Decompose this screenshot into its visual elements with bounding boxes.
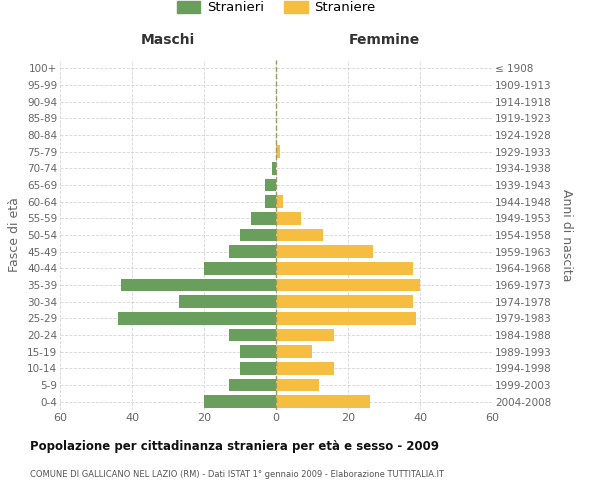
Bar (204, 396, 276, 408)
Text: COMUNE DI GALLICANO NEL LAZIO (RM) - Dati ISTAT 1° gennaio 2009 - Elaborazione T: COMUNE DI GALLICANO NEL LAZIO (RM) - Dat… (30, 470, 444, 479)
Bar (276, 246, 373, 258)
Legend: Stranieri, Straniere: Stranieri, Straniere (173, 0, 379, 18)
Y-axis label: Fasce di età: Fasce di età (8, 198, 22, 272)
Bar (276, 196, 283, 208)
Bar (276, 312, 416, 324)
Bar (179, 296, 276, 308)
Bar (265, 179, 276, 192)
Bar (276, 346, 312, 358)
Bar (276, 379, 319, 391)
Bar (276, 279, 420, 291)
Bar (276, 329, 334, 341)
Bar (276, 229, 323, 241)
Bar (276, 262, 413, 274)
Bar (229, 246, 276, 258)
Bar (240, 362, 276, 374)
Bar (276, 396, 370, 408)
Bar (276, 146, 280, 158)
Text: Femmine: Femmine (349, 32, 419, 46)
Text: Popolazione per cittadinanza straniera per età e sesso - 2009: Popolazione per cittadinanza straniera p… (30, 440, 439, 453)
Bar (265, 196, 276, 208)
Bar (251, 212, 276, 224)
Bar (276, 212, 301, 224)
Text: Maschi: Maschi (141, 32, 195, 46)
Bar (276, 362, 334, 374)
Bar (121, 279, 276, 291)
Bar (272, 162, 276, 174)
Bar (229, 379, 276, 391)
Y-axis label: Anni di nascita: Anni di nascita (560, 188, 573, 281)
Bar (118, 312, 276, 324)
Bar (276, 296, 413, 308)
Bar (240, 346, 276, 358)
Bar (240, 229, 276, 241)
Bar (229, 329, 276, 341)
Bar (204, 262, 276, 274)
